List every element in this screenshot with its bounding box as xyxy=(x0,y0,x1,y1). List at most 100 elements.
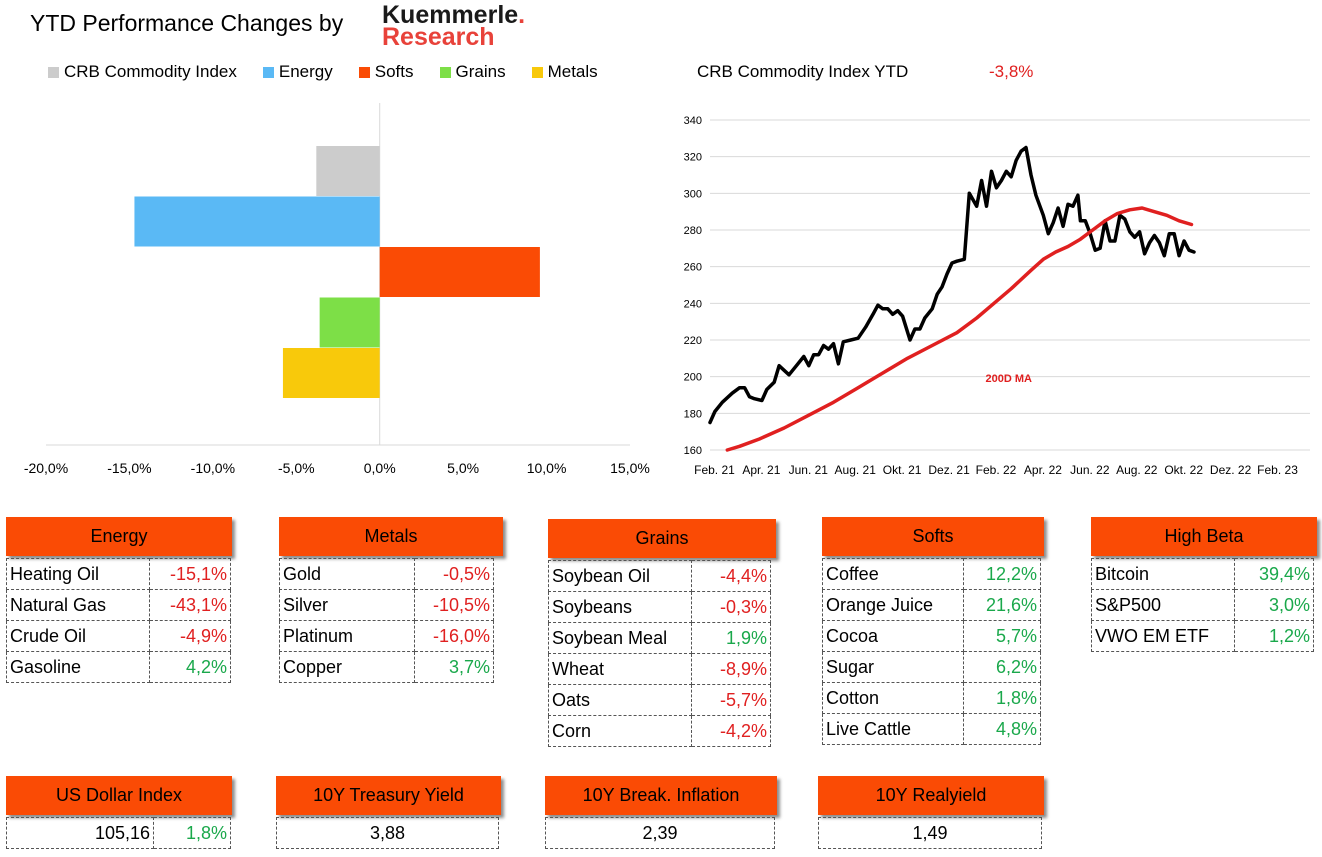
x-tick-label: -15,0% xyxy=(107,460,151,476)
y-tick-label: 320 xyxy=(684,152,702,164)
grains-header: Grains xyxy=(548,519,776,558)
row-value: 3,7% xyxy=(414,651,494,683)
grains-table: Grains Soybean Oil -4,4% Soybeans -0,3% So… xyxy=(548,519,776,747)
x-tick-label: Apr. 22 xyxy=(1024,463,1062,477)
row-value: -43,1% xyxy=(149,589,231,621)
treasury-yield-box: 10Y Treasury Yield 3,88 xyxy=(276,776,501,849)
table-row: Soybeans -0,3% xyxy=(548,591,771,623)
x-tick-label: Dez. 21 xyxy=(928,463,970,477)
y-tick-label: 160 xyxy=(684,445,702,457)
x-tick-label: Jun. 22 xyxy=(1070,463,1110,477)
row-value: -0,3% xyxy=(691,591,771,623)
breakeven-inflation-value: 2,39 xyxy=(545,817,775,849)
row-name: Gasoline xyxy=(6,651,150,683)
bar-chart: -20,0% -15,0% -10,0% -5,0% 0,0% 5,0% 10,0% 15,0… xyxy=(24,103,650,476)
x-tick-label: Feb. 23 xyxy=(1257,463,1298,477)
y-tick-label: 260 xyxy=(684,262,702,274)
energy-rows: Heating Oil -15,1% Natural Gas -43,1% Crud… xyxy=(6,558,231,683)
row-name: Corn xyxy=(548,715,692,747)
table-row: Sugar 6,2% xyxy=(822,651,1041,683)
row-name: Copper xyxy=(279,651,415,683)
softs-rows: Coffee 12,2% Orange Juice 21,6% Cocoa 5,7% … xyxy=(822,558,1041,745)
row-value: -8,9% xyxy=(691,653,771,685)
breakeven-inflation-box: 10Y Break. Inflation 2,39 xyxy=(545,776,777,849)
row-value: 4,2% xyxy=(149,651,231,683)
row-name: Silver xyxy=(279,589,415,621)
treasury-yield-value: 3,88 xyxy=(276,817,499,849)
row-name: Platinum xyxy=(279,620,415,652)
ma-annotation: 200D MA xyxy=(986,373,1033,385)
table-row: Silver -10,5% xyxy=(279,589,494,621)
usd-index-change: 1,8% xyxy=(153,817,231,849)
row-value: 39,4% xyxy=(1234,558,1314,590)
row-value: 3,0% xyxy=(1234,589,1314,621)
x-tick-label: Okt. 21 xyxy=(883,463,922,477)
row-value: -5,7% xyxy=(691,684,771,716)
legend-item-metals: Metals xyxy=(531,62,598,82)
table-row: Platinum -16,0% xyxy=(279,620,494,652)
row-name: Coffee xyxy=(822,558,964,590)
usd-index-value: 105,16 xyxy=(6,817,154,849)
breakeven-inflation-header: 10Y Break. Inflation xyxy=(545,776,777,815)
x-tick-label: 5,0% xyxy=(447,460,479,476)
row-value: 21,6% xyxy=(963,589,1041,621)
table-row: Orange Juice 21,6% xyxy=(822,589,1041,621)
table-row: 105,16 1,8% xyxy=(6,817,231,849)
row-name: Cocoa xyxy=(822,620,964,652)
metals-header: Metals xyxy=(279,517,503,556)
realyield-box: 10Y Realyield 1,49 xyxy=(818,776,1044,849)
row-value: -4,9% xyxy=(149,620,231,652)
row-value: -15,1% xyxy=(149,558,231,590)
bar-crb-commodity-index xyxy=(316,146,380,196)
page-title: YTD Performance Changes by xyxy=(30,10,344,36)
row-value: 6,2% xyxy=(963,651,1041,683)
legend-label-crb: CRB Commodity Index xyxy=(64,62,237,81)
line-chart: 160 180 200 220 240 260 280 300 320 340 Feb. 21 Apr… xyxy=(684,115,1310,477)
legend-swatch-metals xyxy=(531,66,543,78)
row-name: Soybean Meal xyxy=(548,622,692,654)
usd-index-box: US Dollar Index 105,16 1,8% xyxy=(6,776,232,849)
row-value: -4,4% xyxy=(691,560,771,592)
y-tick-label: 280 xyxy=(684,225,702,237)
metals-rows: Gold -0,5% Silver -10,5% Platinum -16,0% Co… xyxy=(279,558,494,683)
table-row: Live Cattle 4,8% xyxy=(822,713,1041,745)
row-name: Live Cattle xyxy=(822,713,964,745)
y-tick-label: 200 xyxy=(684,372,702,384)
bar-energy xyxy=(134,196,380,247)
x-tick-label: 15,0% xyxy=(610,460,650,476)
row-name: Soybeans xyxy=(548,591,692,623)
row-name: Soybean Oil xyxy=(548,560,692,592)
y-tick-label: 240 xyxy=(684,298,702,310)
y-tick-label: 300 xyxy=(684,188,702,200)
bar-softs xyxy=(379,247,540,297)
x-tick-label: Aug. 21 xyxy=(835,463,877,477)
legend-swatch-energy xyxy=(262,66,274,78)
grains-rows: Soybean Oil -4,4% Soybeans -0,3% Soybean M… xyxy=(548,560,771,747)
row-value: 1,9% xyxy=(691,622,771,654)
legend-item-softs: Softs xyxy=(358,62,414,82)
legend-label-grains: Grains xyxy=(455,62,506,81)
x-tick-label: Apr. 21 xyxy=(742,463,780,477)
breakeven-inflation-row: 2,39 xyxy=(545,817,775,849)
legend-swatch-grains xyxy=(439,66,451,78)
crb-ytd-value: -3,8% xyxy=(989,62,1034,81)
table-row: Oats -5,7% xyxy=(548,684,771,716)
row-name: Wheat xyxy=(548,653,692,685)
table-row: Heating Oil -15,1% xyxy=(6,558,231,590)
metals-table: Metals Gold -0,5% Silver -10,5% Platinum -1… xyxy=(279,517,503,683)
usd-index-row: 105,16 1,8% xyxy=(6,817,231,849)
legend-label-metals: Metals xyxy=(547,62,598,81)
table-row: 1,49 xyxy=(818,817,1042,849)
table-row: Gold -0,5% xyxy=(279,558,494,590)
legend-label-softs: Softs xyxy=(374,62,414,81)
x-tick-label: -5,0% xyxy=(278,460,315,476)
softs-header: Softs xyxy=(822,517,1044,556)
crb-index-line xyxy=(708,145,1196,425)
row-name: Natural Gas xyxy=(6,589,150,621)
row-name: Bitcoin xyxy=(1091,558,1235,590)
x-tick-label: 0,0% xyxy=(364,460,396,476)
chart-legend: CRB Commodity Index Energy Softs Grains … xyxy=(48,62,598,82)
x-tick-label: -10,0% xyxy=(191,460,235,476)
bar-metals xyxy=(282,348,380,398)
row-value: 12,2% xyxy=(963,558,1041,590)
